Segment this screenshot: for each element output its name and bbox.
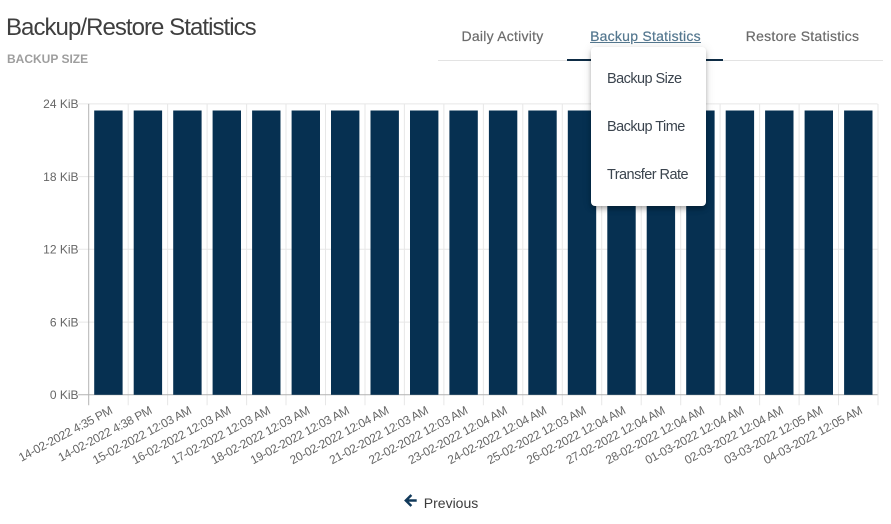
svg-text:12 KiB: 12 KiB bbox=[43, 243, 78, 257]
svg-text:0 KiB: 0 KiB bbox=[50, 388, 79, 402]
svg-text:24 KiB: 24 KiB bbox=[43, 97, 78, 111]
svg-text:6 KiB: 6 KiB bbox=[50, 315, 79, 329]
svg-text:18 KiB: 18 KiB bbox=[43, 170, 78, 184]
